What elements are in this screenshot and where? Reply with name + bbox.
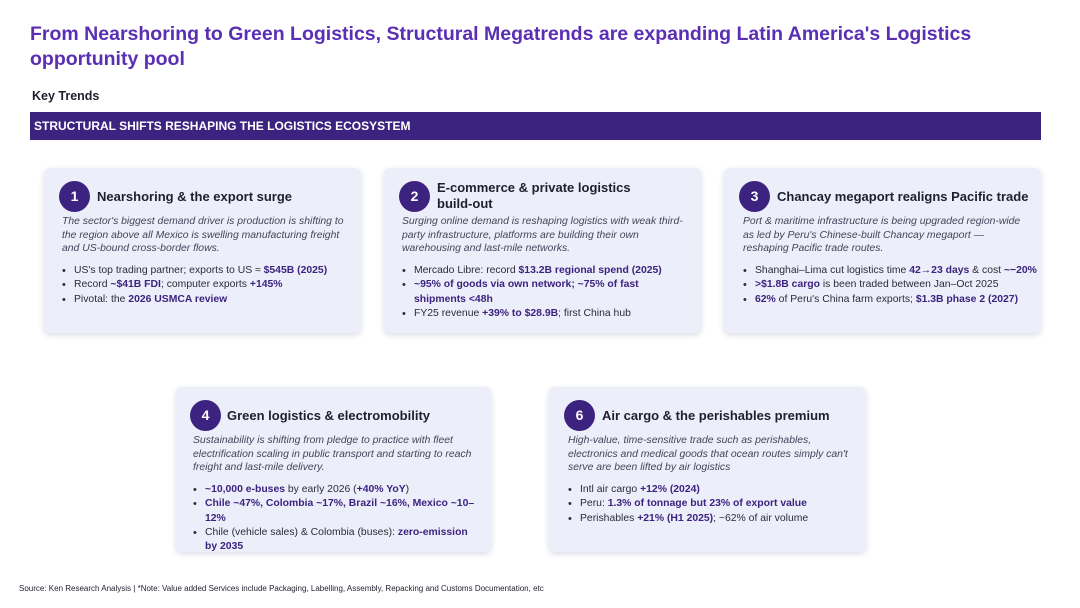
bullet-item: FY25 revenue +39% to $28.9B; first China… xyxy=(402,307,672,322)
card-number-badge: 4 xyxy=(190,400,221,431)
bullet-item: Pivotal: the 2026 USMCA review xyxy=(62,293,354,308)
bullet-text: ; first China hub xyxy=(558,307,631,319)
card-number-badge: 2 xyxy=(399,181,430,212)
bullet-item: US's top trading partner; exports to US … xyxy=(62,264,354,279)
bullet-highlight: $545B (2025) xyxy=(263,265,328,276)
card-bullet-list: Mercado Libre: record $13.2B regional sp… xyxy=(402,264,672,321)
bullet-item: 62% of Peru's China farm exports; $1.3B … xyxy=(743,293,1038,308)
bullet-text: ; ~62% of air volume xyxy=(713,512,809,524)
card-number-badge: 1 xyxy=(59,181,90,212)
bullet-item: Record ~$41B FDI; computer exports +145% xyxy=(62,278,354,293)
trend-card-air-cargo: 6 Air cargo & the perishables premium Hi… xyxy=(549,387,866,552)
card-title: Air cargo & the perishables premium xyxy=(602,408,830,423)
bullet-highlight: ~10,000 e-buses xyxy=(205,484,286,495)
card-title: E-commerce & private logistics build-out xyxy=(437,180,631,211)
bullet-text: US's top trading partner; exports to US … xyxy=(74,265,264,276)
section-subtitle: Key Trends xyxy=(32,89,100,103)
trend-card-chancay: 3 Chancay megaport realigns Pacific trad… xyxy=(724,168,1041,333)
bullet-item: Mercado Libre: record $13.2B regional sp… xyxy=(402,264,672,279)
bullet-text: Intl air cargo xyxy=(580,484,641,495)
bullet-text: Record xyxy=(74,279,111,291)
bullet-text: Mercado Libre: record xyxy=(414,265,519,276)
bullet-highlight: +12% (2024) xyxy=(640,484,700,495)
card-number-badge: 3 xyxy=(739,181,770,212)
bullet-item: ~95% of goods via own network; ~75% of f… xyxy=(402,278,672,307)
bullet-highlight: +145% xyxy=(249,279,283,291)
bullet-text: Peru: xyxy=(580,498,608,510)
bullet-highlight: 42→23 days xyxy=(909,265,970,276)
bullet-highlight: +40% YoY xyxy=(356,484,406,495)
bullet-item: Chile ~47%, Colombia ~17%, Brazil ~16%, … xyxy=(193,497,475,526)
bullet-item: Intl air cargo +12% (2024) xyxy=(568,483,858,498)
bullet-highlight: >$1.8B cargo xyxy=(755,279,820,291)
page-title: From Nearshoring to Green Logistics, Str… xyxy=(30,23,972,70)
card-bullet-list: US's top trading partner; exports to US … xyxy=(62,264,354,307)
bullet-text: Chile (vehicle sales) & Colombia (buses)… xyxy=(205,526,398,538)
section-banner: STRUCTURAL SHIFTS RESHAPING THE LOGISTIC… xyxy=(30,112,1041,140)
bullet-text: FY25 revenue xyxy=(414,307,483,319)
bullet-highlight: ~$41B FDI xyxy=(110,279,161,291)
bullet-text: Shanghai–Lima cut logistics time xyxy=(755,265,910,276)
bullet-highlight: 62% xyxy=(755,293,776,305)
bullet-highlight: Chile ~47%, Colombia ~17%, Brazil ~16%, … xyxy=(205,498,475,524)
bullet-text: ) xyxy=(405,484,410,495)
card-title: Chancay megaport realigns Pacific trade xyxy=(777,189,1029,204)
bullet-highlight: ~95% of goods via own network; ~75% of f… xyxy=(414,279,639,305)
card-bullet-list: Intl air cargo +12% (2024)Peru: 1.3% of … xyxy=(568,483,858,526)
bullet-highlight: $13.2B regional spend (2025) xyxy=(518,265,662,276)
bullet-highlight: zero-emission by 2035 xyxy=(205,526,468,553)
bullet-highlight: +39% to $28.9B xyxy=(482,307,559,319)
bullet-text: is been traded between Jan–Oct 2025 xyxy=(819,279,999,291)
bullet-highlight: $1.3B phase 2 (2027) xyxy=(915,293,1019,305)
bullet-text: & cost xyxy=(969,265,1004,276)
bullet-item: Chile (vehicle sales) & Colombia (buses)… xyxy=(193,526,475,555)
bullet-item: Shanghai–Lima cut logistics time 42→23 d… xyxy=(743,264,1038,279)
bullet-text: by early 2026 ( xyxy=(285,484,357,495)
card-bullet-list: Shanghai–Lima cut logistics time 42→23 d… xyxy=(743,264,1038,307)
bullet-highlight: 2026 USMCA review xyxy=(128,293,228,305)
bullet-item: Perishables +21% (H1 2025); ~62% of air … xyxy=(568,512,858,527)
card-description: High-value, time-sensitive trade such as… xyxy=(568,435,848,473)
card-description: Sustainability is shifting from pledge t… xyxy=(193,435,472,473)
bullet-text: Perishables xyxy=(580,512,638,524)
card-description: Port & maritime infrastructure is being … xyxy=(743,216,1021,254)
bullet-item: Peru: 1.3% of tonnage but 23% of export … xyxy=(568,497,858,512)
card-number-badge: 6 xyxy=(564,400,595,431)
card-title: Green logistics & electromobility xyxy=(227,408,430,423)
source-footnote: Source: Ken Research Analysis | *Note: V… xyxy=(19,584,544,593)
bullet-highlight: 1.3% of tonnage but 23% of export value xyxy=(607,498,807,510)
bullet-text: Pivotal: the xyxy=(74,293,129,305)
bullet-highlight: +21% (H1 2025) xyxy=(637,512,714,524)
trend-card-nearshoring: 1 Nearshoring & the export surge The sec… xyxy=(44,168,361,333)
trend-card-ecommerce: 2 E-commerce & private logistics build-o… xyxy=(384,168,701,333)
card-description: The sector's biggest demand driver is pr… xyxy=(62,216,344,254)
card-bullet-list: ~10,000 e-buses by early 2026 (+40% YoY)… xyxy=(193,483,475,554)
card-title: Nearshoring & the export surge xyxy=(97,189,293,204)
bullet-text: of Peru's China farm exports; xyxy=(775,293,916,305)
bullet-item: ~10,000 e-buses by early 2026 (+40% YoY) xyxy=(193,483,475,498)
trend-card-green-logistics: 4 Green logistics & electromobility Sust… xyxy=(176,387,491,552)
bullet-text: ; computer exports xyxy=(160,279,250,291)
card-description: Surging online demand is reshaping logis… xyxy=(402,216,683,254)
bullet-highlight: ~−20% xyxy=(1003,265,1037,276)
bullet-item: >$1.8B cargo is been traded between Jan–… xyxy=(743,278,1038,293)
